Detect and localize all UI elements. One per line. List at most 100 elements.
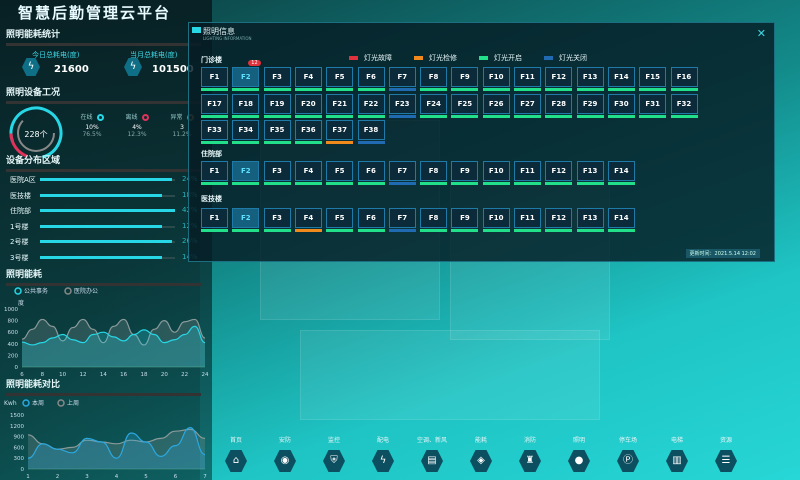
x-tick-label: 20 bbox=[161, 372, 168, 378]
floor-button[interactable]: F1 bbox=[201, 67, 228, 92]
floor-button[interactable]: F16 bbox=[670, 67, 698, 92]
floor-button[interactable]: F3 bbox=[263, 208, 291, 233]
nav-item[interactable]: 监控 ⛨ bbox=[314, 435, 354, 472]
floor-button[interactable]: F4 bbox=[294, 67, 322, 92]
floor-status-bar bbox=[482, 182, 510, 185]
floor-status-bar bbox=[514, 182, 541, 185]
floor-button[interactable]: F14 bbox=[607, 67, 635, 92]
floor-button[interactable]: F12 bbox=[545, 161, 573, 186]
floor-button[interactable]: F11 bbox=[514, 161, 541, 186]
nav-item[interactable]: 空调、新风 ▤ bbox=[412, 435, 452, 472]
floor-button[interactable]: F11 bbox=[514, 67, 541, 92]
floor-button[interactable]: F7 bbox=[388, 67, 416, 92]
floor-button[interactable]: F6 bbox=[357, 67, 385, 92]
floor-button[interactable]: F8 bbox=[420, 208, 448, 233]
nav-item[interactable]: 配电 ϟ bbox=[363, 435, 403, 472]
floor-button[interactable]: F22 bbox=[357, 94, 385, 119]
floor-button[interactable]: F1 bbox=[201, 161, 228, 186]
nav-icon: ⌂ bbox=[225, 450, 247, 472]
distribution-label: 1号楼 bbox=[10, 222, 29, 231]
floor-button[interactable]: F9 bbox=[451, 67, 479, 92]
floor-button[interactable]: F1 bbox=[201, 208, 228, 233]
nav-item[interactable]: 首页 ⌂ bbox=[216, 435, 256, 472]
floor-button[interactable]: F21 bbox=[326, 94, 354, 119]
floor-status-bar bbox=[482, 88, 510, 91]
section-distribution-title: 设备分布区域 bbox=[6, 153, 201, 172]
floor-button[interactable]: F37 bbox=[326, 120, 354, 145]
floor-button[interactable]: F13 bbox=[576, 67, 604, 92]
nav-item[interactable]: 停车场 Ⓟ bbox=[608, 435, 648, 472]
distribution-track bbox=[40, 193, 175, 197]
floor-button[interactable]: F38 bbox=[357, 120, 385, 145]
floor-button[interactable]: F14 bbox=[607, 208, 635, 233]
floor-button[interactable]: F12 bbox=[545, 208, 573, 233]
update-time: 更新时间：2021.5.14 12:02 bbox=[685, 249, 760, 258]
floor-button[interactable]: F8 bbox=[420, 67, 448, 92]
floor-button[interactable]: F35 bbox=[263, 120, 291, 145]
floor-button[interactable]: F13 bbox=[576, 208, 604, 233]
today-consumption: 今日总耗电(度) 21600 bbox=[32, 51, 89, 75]
floor-button[interactable]: F18 bbox=[232, 94, 260, 119]
floor-status-bar bbox=[232, 115, 260, 118]
floor-button[interactable]: F24 bbox=[420, 94, 448, 119]
floor-button[interactable]: F10 bbox=[482, 161, 510, 186]
floor-button[interactable]: F6 bbox=[357, 208, 385, 233]
floor-button[interactable]: F30 bbox=[607, 94, 635, 119]
floor-button[interactable]: F33 bbox=[201, 120, 228, 145]
floor-button[interactable]: F10 bbox=[482, 67, 510, 92]
floor-button[interactable]: F31 bbox=[639, 94, 667, 119]
floor-button[interactable]: F3 bbox=[263, 161, 291, 186]
floor-button[interactable]: F27 bbox=[514, 94, 541, 119]
nav-item[interactable]: 电梯 ▥ bbox=[657, 435, 697, 472]
floor-button[interactable]: F13 bbox=[576, 161, 604, 186]
floor-button[interactable]: F4 bbox=[294, 161, 322, 186]
floor-button[interactable]: F19 bbox=[263, 94, 291, 119]
floor-button[interactable]: F12 bbox=[545, 67, 573, 92]
floor-button[interactable]: F20 bbox=[294, 94, 322, 119]
floor-status-bar bbox=[545, 88, 573, 91]
floor-button[interactable]: F29 bbox=[576, 94, 604, 119]
floor-button[interactable]: F9 bbox=[451, 161, 479, 186]
floor-button[interactable]: F2 bbox=[232, 208, 260, 233]
floor-status-bar bbox=[670, 88, 698, 91]
floor-button[interactable]: F26 bbox=[482, 94, 510, 119]
distribution-track bbox=[40, 255, 175, 259]
floor-button[interactable]: F2 bbox=[232, 161, 260, 186]
floor-button[interactable]: F5 bbox=[326, 161, 354, 186]
floor-button[interactable]: F5 bbox=[326, 67, 354, 92]
nav-item[interactable]: 安防 ◉ bbox=[265, 435, 305, 472]
floor-button[interactable]: F25 bbox=[451, 94, 479, 119]
close-icon[interactable]: ✕ bbox=[756, 27, 766, 40]
floor-button[interactable]: F32 bbox=[670, 94, 698, 119]
floor-button[interactable]: F28 bbox=[545, 94, 573, 119]
floor-button[interactable]: F36 bbox=[294, 120, 322, 145]
floor-button[interactable]: F6 bbox=[357, 161, 385, 186]
legend-label: 灯光检修 bbox=[429, 54, 457, 62]
legend-item: 灯光故障 bbox=[349, 53, 392, 63]
floor-button[interactable]: F3 bbox=[263, 67, 291, 92]
nav-item[interactable]: 能耗 ◈ bbox=[461, 435, 501, 472]
floor-button[interactable]: F4 bbox=[294, 208, 322, 233]
floor-button[interactable]: F17 bbox=[201, 94, 228, 119]
floor-button[interactable]: F23 bbox=[388, 94, 416, 119]
floor-button[interactable]: F10 bbox=[482, 208, 510, 233]
floor-button[interactable]: F15 bbox=[639, 67, 667, 92]
floor-button[interactable]: F7 bbox=[388, 208, 416, 233]
floor-button[interactable]: F9 bbox=[451, 208, 479, 233]
floor-status-bar bbox=[263, 88, 291, 91]
floor-button[interactable]: F8 bbox=[420, 161, 448, 186]
panel-title: 照明信息 bbox=[203, 27, 235, 36]
floor-label: F11 bbox=[514, 67, 541, 87]
nav-item[interactable]: 消防 ♜ bbox=[510, 435, 550, 472]
floor-button[interactable]: F34 bbox=[232, 120, 260, 145]
nav-item[interactable]: 资源 ☰ bbox=[706, 435, 746, 472]
floor-button[interactable]: F11 bbox=[514, 208, 541, 233]
section-compare-title: 照明能耗对比 bbox=[6, 377, 201, 396]
legend-item: 灯光关闭 bbox=[544, 53, 587, 63]
floor-button[interactable]: F14 bbox=[607, 161, 635, 186]
floor-label: F2 bbox=[232, 67, 260, 87]
floor-button[interactable]: F5 bbox=[326, 208, 354, 233]
floor-button[interactable]: F2 12 bbox=[232, 60, 261, 92]
nav-item[interactable]: 照明 ● bbox=[559, 435, 599, 472]
floor-button[interactable]: F7 bbox=[388, 161, 416, 186]
